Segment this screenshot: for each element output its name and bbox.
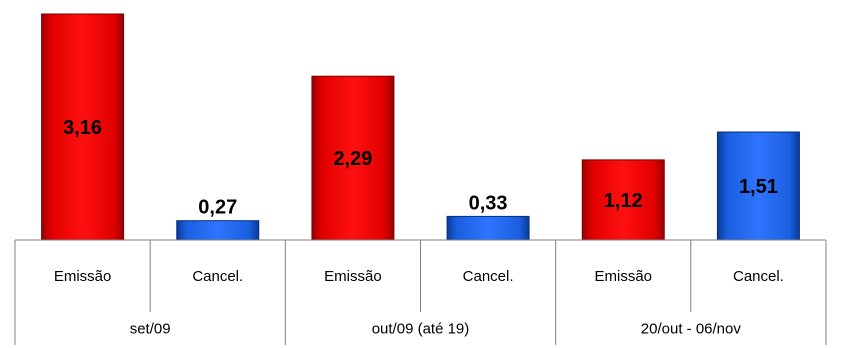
data-label: 0,27 — [198, 197, 237, 219]
category-label: Emissão — [594, 268, 652, 285]
group-label: 20/out - 06/nov — [641, 321, 742, 338]
bar-emisso-2 — [311, 75, 395, 241]
bar-emisso-3 — [581, 159, 665, 241]
category-label: Cancel. — [733, 268, 784, 285]
data-label: 0,33 — [469, 192, 508, 214]
category-label: Cancel. — [463, 268, 514, 285]
category-label: Cancel. — [192, 268, 243, 285]
bar-cancel-3 — [716, 131, 800, 241]
data-label: 1,51 — [739, 176, 778, 198]
bar-cancel-2 — [446, 215, 530, 241]
data-label: 1,12 — [604, 190, 643, 212]
bar-emisso-1 — [41, 13, 125, 241]
group-label: set/09 — [130, 321, 171, 338]
data-label: 2,29 — [333, 148, 372, 170]
category-label: Emissão — [324, 268, 382, 285]
bar-cancel-1 — [176, 220, 260, 241]
category-label: Emissão — [54, 268, 112, 285]
data-label: 3,16 — [63, 117, 102, 139]
group-label: out/09 (até 19) — [372, 321, 470, 338]
